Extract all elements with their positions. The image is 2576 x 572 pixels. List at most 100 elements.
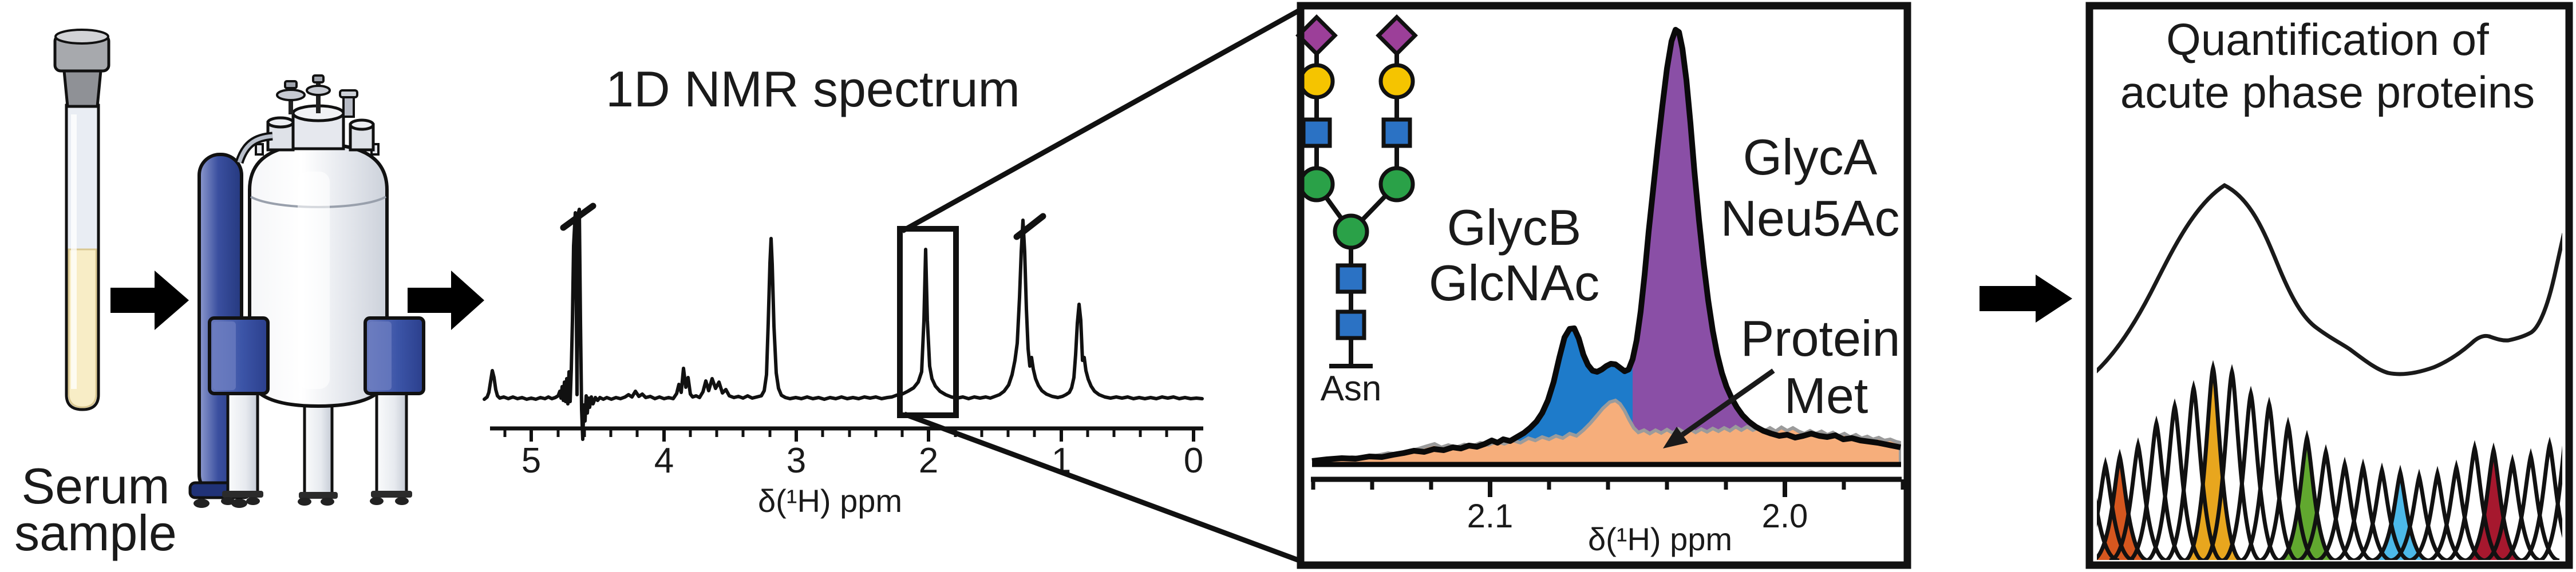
asn-label: Asn [1321,369,1382,408]
port-cap [339,89,358,98]
mannose-circle-icon [1378,166,1415,202]
main-tick-3: 3 [787,441,806,480]
inset-spectrum [1311,27,1901,467]
galactose-circle-icon [1298,63,1335,100]
foot [221,497,235,505]
nmr-spectrometer [188,74,425,508]
inset-panel: Asn GlycB GlcNAc GlycA Neu5Ac Protein Me… [1295,2,1911,569]
deconvolved-peak [2538,445,2562,560]
deconvolved-peak [2408,466,2467,560]
glcnac-label: GlcNAc [1429,255,1599,311]
main-axis-major-ticks [530,428,1195,442]
right-panel: Quantification of acute phase proteins [2085,2,2573,569]
mannose-circle-icon [1333,213,1369,250]
deconvolved-peak [2483,454,2542,560]
main-tick-5: 5 [521,441,541,480]
deconvolved-peak [2390,468,2448,560]
tube-highlight [71,114,77,389]
envelope-curve [2097,182,2562,376]
foot [193,499,210,508]
deconvolved-peak [2445,440,2504,560]
foot [231,499,247,508]
deconvolved-peak [2258,416,2318,560]
main-axis-label: δ(¹H) ppm [758,483,902,519]
main-tick-2: 2 [919,441,938,480]
inset-axis-label: δ(¹H) ppm [1588,521,1732,557]
main-spectrum: 1D NMR spectrum 5 4 3 2 1 0 δ(¹H) ppm [483,8,1301,563]
inset-panel-bg [1301,6,1907,565]
valve-disk [276,89,306,101]
lipid-peak-cut-mark [1013,213,1046,240]
deconvolved-peak [2097,456,2135,560]
glcnac-square-icon [1301,117,1332,148]
zoom-connector-upper [900,8,1301,233]
inset-tick-21: 2.1 [1467,498,1514,535]
transfer-pipe-inner [237,134,273,164]
glyca-fill [1633,30,1795,464]
magnet-leg-center [303,399,334,496]
protein-label: Protein [1741,310,1901,367]
deconvolved-peak [2239,396,2299,560]
galactose-circle-icon [1378,63,1415,100]
glycb-label: GlycB [1447,199,1582,256]
glyca-label: GlycA [1743,129,1878,185]
deconvolved-peak [2221,386,2281,560]
valve-cap [284,80,298,89]
deconvolved-peak-sky-blue [2371,464,2429,560]
foot [321,498,334,506]
neck-right-top [349,118,375,131]
neck-left-top [266,116,295,129]
main-tick-0: 0 [1184,441,1203,480]
deconvolved-peak [2427,459,2486,560]
deconvolved-peak [2520,436,2562,560]
foot [298,498,311,506]
foot [370,497,384,505]
deconvolved-peak [2145,398,2204,560]
neu5ac-diamond-icon [1295,14,1338,57]
main-tick-4: 4 [654,441,674,480]
deconvolved-peak-green [2277,430,2337,560]
inset-envelope-trace [1311,27,1901,464]
shim-box-left-highlight [213,321,236,390]
right-panel-border [2085,2,2573,569]
inset-axis-minor-ticks [1311,479,1905,490]
glycan-links [1314,35,1399,368]
flow-arrow-1 [110,271,189,330]
foot [246,497,260,505]
deconvolution-peaks [2097,360,2562,560]
vessel-highlight [298,172,330,389]
neu5ac-label: Neu5Ac [1720,190,1899,247]
deconvolved-peak [2334,458,2392,560]
protein-pointer-arrow [1663,368,1775,448]
neu5ac-diamond-icon [1376,14,1418,57]
shim-box-right-highlight [369,321,392,390]
deconvolved-peak [2296,444,2356,560]
right-panel-title-line1: Quantification of [2166,14,2489,65]
met-label: Met [1784,367,1868,424]
deconvolved-peak [2501,448,2561,560]
inset-panel-border [1297,2,1911,569]
glcnac-square-icon [1381,117,1412,148]
inset-axis-major-ticks [1488,479,1787,497]
glycb-fill [1414,328,1633,464]
deconvolved-peak [2316,456,2374,560]
right-panel-title-line2: acute phase proteins [2120,67,2535,117]
foot-plate [371,491,412,498]
deconvolved-peak [2353,462,2411,560]
deconvolved-peak [2202,364,2262,560]
serum-label-line2: sample [14,505,177,561]
zoom-region-box [897,226,959,418]
mannose-circle-icon [1298,166,1335,202]
deconvolved-peak [2164,380,2223,560]
spectrum-trace [483,208,1204,441]
foot-plate [222,491,263,498]
inset-tick-20: 2.0 [1762,498,1808,535]
port-stub [342,95,355,118]
serum-tube [53,29,110,411]
tube-cap-collar [62,69,102,108]
foot [395,497,409,505]
foot-plate [299,492,338,499]
serum-label-line1: Serum [21,458,169,514]
deconvolved-peak [2097,497,2120,560]
